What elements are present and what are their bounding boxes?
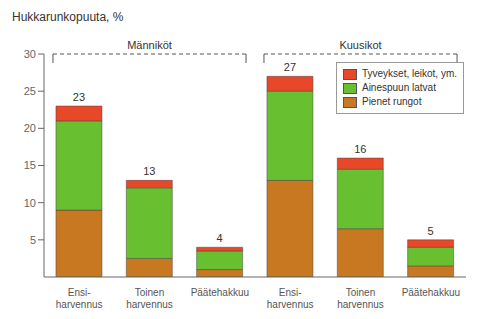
svg-text:Kuusikot: Kuusikot xyxy=(339,39,381,51)
svg-text:27: 27 xyxy=(284,61,296,73)
svg-text:15: 15 xyxy=(24,159,36,171)
svg-text:10: 10 xyxy=(24,197,36,209)
svg-text:Ensi-harvennus: Ensi-harvennus xyxy=(267,287,314,310)
svg-text:Ensi-harvennus: Ensi-harvennus xyxy=(56,287,103,310)
svg-text:Toinenharvennus: Toinenharvennus xyxy=(126,287,173,310)
svg-text:5: 5 xyxy=(30,234,36,246)
svg-text:23: 23 xyxy=(73,91,85,103)
svg-text:13: 13 xyxy=(143,165,155,177)
svg-text:Päätehakkuu: Päätehakkuu xyxy=(191,287,249,298)
svg-text:16: 16 xyxy=(354,143,366,155)
svg-text:Männiköt: Männiköt xyxy=(127,39,172,51)
html-text:Ainespuun latvat: Ainespuun latvat xyxy=(362,82,436,93)
svg-text:4: 4 xyxy=(217,232,223,244)
svg-text:30: 30 xyxy=(24,48,36,60)
svg-text:20: 20 xyxy=(24,122,36,134)
svg-text:Päätehakkuu: Päätehakkuu xyxy=(402,287,460,298)
html-text:Pienet rungot: Pienet rungot xyxy=(362,96,422,107)
svg-text:5: 5 xyxy=(428,225,434,237)
html-text:Hukkarunkopuuta, %: Hukkarunkopuuta, % xyxy=(12,10,124,24)
svg-text:25: 25 xyxy=(24,85,36,97)
html-text:Tyveykset, leikot, ym.: Tyveykset, leikot, ym. xyxy=(362,68,457,79)
svg-text:Toinenharvennus: Toinenharvennus xyxy=(337,287,384,310)
